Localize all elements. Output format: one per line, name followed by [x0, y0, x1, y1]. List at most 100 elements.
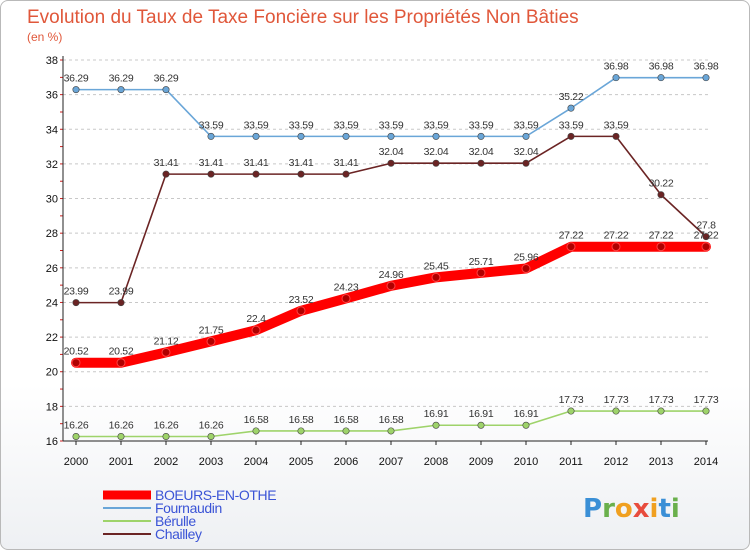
data-point-Fournaudin-2014 [702, 74, 710, 82]
data-point-BOEURS-EN-OTHE-2005 [296, 306, 306, 316]
data-point-Chailley-2006 [342, 170, 350, 178]
data-point-Chailley-2011 [567, 132, 575, 140]
data-label-Bérulle-2003: 16.26 [199, 419, 224, 431]
legend-label-Bérulle: Bérulle [155, 513, 196, 529]
data-label-Bérulle-2002: 16.26 [154, 419, 179, 431]
logo-text: Proxiti [583, 494, 680, 524]
data-label-Bérulle-2012: 17.73 [604, 394, 629, 406]
legend-label-BOEURS-EN-OTHE: BOEURS-EN-OTHE [155, 487, 276, 503]
data-label-Bérulle-2000: 16.26 [64, 419, 89, 431]
series-layer [71, 74, 711, 440]
data-point-Fournaudin-2008 [432, 132, 440, 140]
data-label-Fournaudin-2004: 33.59 [244, 119, 269, 131]
data-point-Chailley-2008 [432, 159, 440, 167]
data-label-Fournaudin-2003: 33.59 [199, 119, 224, 131]
x-tick-label-2000: 2000 [64, 456, 88, 468]
data-label-BOEURS-EN-OTHE-2001: 20.52 [109, 346, 134, 358]
data-point-Bérulle-2012 [612, 407, 620, 415]
logo-letter: P [583, 494, 602, 524]
data-label-Fournaudin-2005: 33.59 [289, 119, 314, 131]
y-tick-label-36: 36 [46, 90, 58, 102]
data-point-BOEURS-EN-OTHE-2008 [431, 272, 441, 282]
data-point-BOEURS-EN-OTHE-2013 [656, 242, 666, 252]
data-point-Chailley-2005 [297, 170, 305, 178]
logo-letter: r [602, 494, 615, 524]
data-point-Fournaudin-2003 [207, 132, 215, 140]
x-tick-label-2009: 2009 [469, 456, 493, 468]
data-point-BOEURS-EN-OTHE-2006 [341, 293, 351, 303]
data-point-Chailley-2010 [522, 159, 530, 167]
legend-label-Chailley: Chailley [155, 526, 202, 542]
data-label-BOEURS-EN-OTHE-2011: 27.22 [559, 230, 584, 242]
data-point-Fournaudin-2007 [387, 132, 395, 140]
data-point-Chailley-2014 [702, 233, 710, 241]
data-label-BOEURS-EN-OTHE-2000: 20.52 [64, 346, 89, 358]
x-tick-label-2013: 2013 [649, 456, 673, 468]
data-point-Chailley-2013 [657, 191, 665, 199]
data-point-Chailley-2007 [387, 159, 395, 167]
data-point-BOEURS-EN-OTHE-2002 [161, 347, 171, 357]
data-label-Fournaudin-2009: 33.59 [469, 119, 494, 131]
data-point-Bérulle-2013 [657, 407, 665, 415]
x-tick-label-2007: 2007 [379, 456, 403, 468]
data-label-Bérulle-2013: 17.73 [649, 394, 674, 406]
chart-subtitle: (en %) [27, 30, 62, 44]
data-point-Bérulle-2009 [477, 421, 485, 429]
x-tick-label-2003: 2003 [199, 456, 223, 468]
data-point-Chailley-2002 [162, 170, 170, 178]
data-label-Chailley-2013: 30.22 [649, 178, 674, 190]
data-label-Fournaudin-2013: 36.98 [649, 61, 674, 73]
legend-label-Fournaudin: Fournaudin [155, 500, 222, 516]
data-point-BOEURS-EN-OTHE-2009 [476, 268, 486, 278]
data-point-Chailley-2009 [477, 159, 485, 167]
data-label-Bérulle-2007: 16.58 [379, 414, 404, 426]
data-label-Chailley-2010: 32.04 [514, 146, 539, 158]
data-label-Chailley-2014: 27.8 [696, 220, 716, 232]
data-point-BOEURS-EN-OTHE-2011 [566, 242, 576, 252]
data-point-Bérulle-2010 [522, 421, 530, 429]
data-point-BOEURS-EN-OTHE-2007 [386, 281, 396, 291]
axes: 16 18 20 22 24 26 28 30 32 34 36 38 2000 2001 2002 2003… [46, 55, 718, 468]
data-point-BOEURS-EN-OTHE-2014 [701, 242, 711, 252]
data-label-BOEURS-EN-OTHE-2002: 21.12 [154, 335, 179, 347]
data-point-BOEURS-EN-OTHE-2010 [521, 264, 531, 274]
data-point-Chailley-2004 [252, 170, 260, 178]
data-point-Bérulle-2014 [702, 407, 710, 415]
x-tick-label-2012: 2012 [604, 456, 628, 468]
data-label-Bérulle-2006: 16.58 [334, 414, 359, 426]
data-label-BOEURS-EN-OTHE-2008: 25.45 [424, 260, 449, 272]
logo-letter: i [671, 494, 680, 524]
data-label-Bérulle-2008: 16.91 [424, 408, 449, 420]
y-tick-label-18: 18 [46, 401, 58, 413]
logo-letter: x [633, 494, 650, 524]
data-point-Fournaudin-2013 [657, 74, 665, 82]
data-label-BOEURS-EN-OTHE-2006: 24.23 [334, 281, 359, 293]
x-tick-label-2014: 2014 [694, 456, 718, 468]
data-label-Fournaudin-2014: 36.98 [694, 61, 719, 73]
data-label-BOEURS-EN-OTHE-2007: 24.96 [379, 269, 404, 281]
data-label-BOEURS-EN-OTHE-2005: 23.52 [289, 294, 314, 306]
x-tick-label-2008: 2008 [424, 456, 448, 468]
data-label-Chailley-2005: 31.41 [289, 157, 314, 169]
data-label-Bérulle-2010: 16.91 [514, 408, 539, 420]
data-label-Chailley-2003: 31.41 [199, 157, 224, 169]
data-label-Chailley-2002: 31.41 [154, 157, 179, 169]
logo-letter: t [658, 494, 670, 524]
data-label-Bérulle-2011: 17.73 [559, 394, 584, 406]
data-label-BOEURS-EN-OTHE-2014: 27.22 [694, 230, 719, 242]
data-point-Bérulle-2000 [72, 432, 80, 440]
y-tick-label-28: 28 [46, 228, 58, 240]
y-tick-label-24: 24 [46, 297, 58, 309]
y-tick-label-16: 16 [46, 436, 58, 448]
data-label-Fournaudin-2001: 36.29 [109, 73, 134, 85]
data-point-BOEURS-EN-OTHE-2001 [116, 358, 126, 368]
data-label-Fournaudin-2008: 33.59 [424, 119, 449, 131]
x-tick-label-2002: 2002 [154, 456, 178, 468]
y-tick-label-38: 38 [46, 55, 58, 67]
data-point-Fournaudin-2006 [342, 132, 350, 140]
data-point-Fournaudin-2012 [612, 74, 620, 82]
data-label-Fournaudin-2010: 33.59 [514, 119, 539, 131]
data-label-Chailley-2007: 32.04 [379, 146, 404, 158]
